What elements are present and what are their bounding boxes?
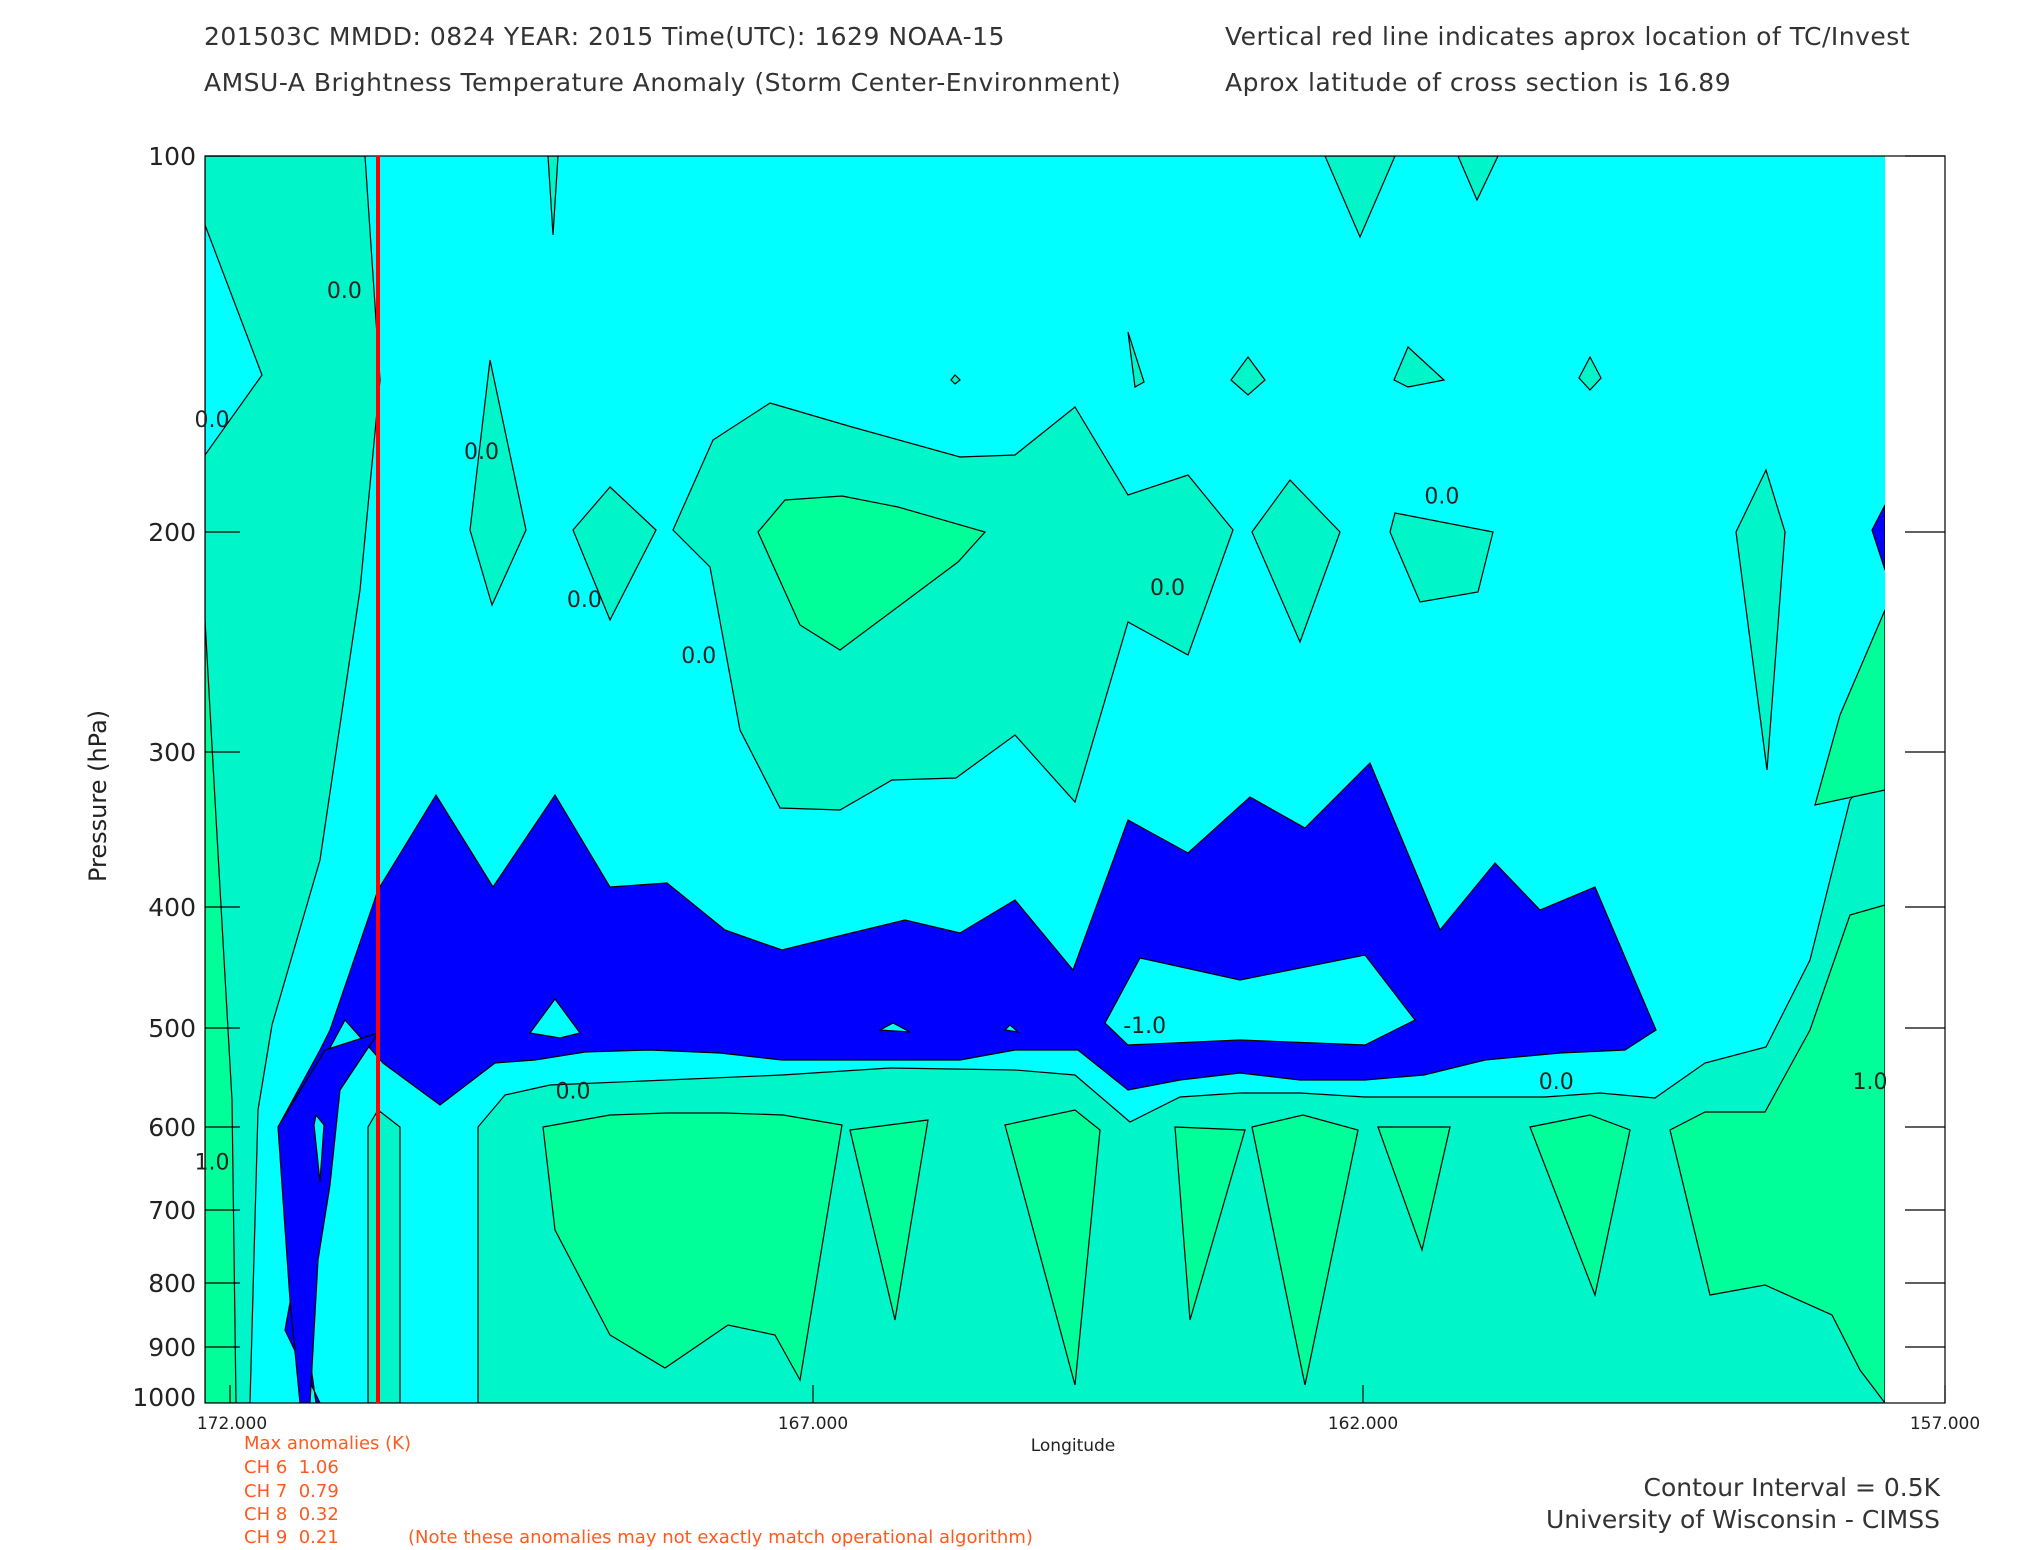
fill-blob-i — [1251, 479, 1341, 644]
contour-label: 0.0 — [327, 279, 362, 304]
fill-blob-g — [1578, 355, 1602, 391]
anomaly-value: 1.06 — [298, 1457, 339, 1478]
plot-frame — [204, 155, 1946, 1404]
anomalies-title: Max anomalies (K) — [244, 1433, 411, 1454]
contour-fills — [205, 156, 1885, 1403]
contour-label: 1.0 — [1853, 1070, 1888, 1095]
x-axis-title: Longitude — [1030, 1436, 1116, 1456]
contour-interval-label: Contour Interval = 0.5K — [1643, 1473, 1941, 1502]
y-tick-label: 900 — [148, 1333, 196, 1362]
contour-label: 0.0 — [464, 440, 499, 465]
contour-label: -1.0 — [1123, 1014, 1166, 1039]
anomaly-channel: CH 8 — [244, 1504, 288, 1525]
x-tick-label: 162.000 — [1327, 1414, 1399, 1434]
contour-label: 0.0 — [567, 588, 602, 613]
contour-label: 1.0 — [195, 1151, 230, 1176]
fill-lower-half-g — [1529, 1114, 1631, 1298]
fill-blob-f — [1393, 345, 1446, 388]
fill-lower-half-h — [1669, 904, 1885, 1403]
fill-lower-half-e — [1251, 1114, 1359, 1386]
fill-right-edge-band — [1814, 609, 1885, 806]
fill-blob-right-spike — [1735, 468, 1786, 771]
fill-top-left-cyan — [205, 224, 263, 457]
anomaly-row: CH 9 0.21 — [244, 1527, 339, 1548]
fill-blob-b — [572, 486, 657, 622]
anomaly-row: CH 7 0.79 — [244, 1481, 339, 1502]
x-tick-label: 167.000 — [777, 1414, 849, 1434]
contour-labels: 0.0 0.0 0.0 0.0 0.0 0.0 0.0 -1.0 0.0 0.0 1.0 1.0 — [195, 279, 1888, 1176]
fill-left-sliver — [367, 1109, 401, 1403]
plot-empty-right — [1885, 156, 1945, 1403]
y-ticks — [205, 155, 1945, 1348]
fill-blob-c — [950, 374, 961, 385]
fill-lower-half-a — [542, 1112, 843, 1382]
fill-lower-half-d — [1174, 1126, 1246, 1321]
contour-label: 0.0 — [681, 644, 716, 669]
anomaly-row: CH 6 1.06 — [244, 1457, 339, 1478]
y-tick-label: 400 — [148, 893, 196, 922]
fill-right-edge-blue — [1871, 504, 1885, 571]
fill-lower-half-c — [1004, 1109, 1101, 1386]
fill-lower-half-f — [1377, 1126, 1451, 1253]
fill-negative-band — [277, 761, 1657, 1403]
x-ticks — [229, 1385, 1946, 1403]
header-red-line-note: Vertical red line indicates aprox locati… — [1225, 22, 1911, 51]
fill-central-half — [757, 495, 987, 651]
fill-negative-left-descent — [277, 1031, 380, 1403]
fill-neg-left-hole — [313, 1113, 325, 1183]
fill-lower-zero — [477, 759, 1885, 1403]
y-tick-label: 1000 — [132, 1383, 196, 1412]
y-tick-label: 600 — [148, 1113, 196, 1142]
fill-blob-a — [469, 359, 527, 607]
y-axis-title: Pressure (hPa) — [84, 709, 112, 882]
anomaly-channel: CH 7 — [244, 1481, 288, 1502]
fill-top-right-a — [1324, 156, 1396, 239]
fill-neg-hole-c — [1003, 1024, 1020, 1033]
header-latitude-note: Aprox latitude of cross section is 16.89 — [1225, 68, 1732, 97]
credit-label: University of Wisconsin - CIMSS — [1546, 1505, 1940, 1534]
fill-blob-e — [1230, 355, 1266, 396]
anomaly-value: 0.21 — [298, 1527, 339, 1548]
contour-label: 0.0 — [1539, 1070, 1574, 1095]
anomaly-channel: CH 9 — [244, 1527, 288, 1548]
anomaly-value: 0.79 — [298, 1481, 339, 1502]
fill-top-right-b — [1457, 156, 1499, 202]
anomaly-row: CH 8 0.32 — [244, 1504, 339, 1525]
fill-upper-spike — [547, 156, 559, 236]
fill-neg-hole-a — [528, 997, 582, 1039]
x-tick-label: 157.000 — [1909, 1414, 1981, 1434]
contour-label: 0.0 — [1150, 576, 1185, 601]
x-tick-label: 172.000 — [196, 1414, 268, 1434]
y-tick-label: 700 — [148, 1196, 196, 1225]
anomaly-value: 0.32 — [298, 1504, 339, 1525]
fill-left-inner — [205, 619, 237, 1403]
fill-blob-d — [1127, 331, 1145, 388]
fill-neg-hole-b — [877, 1022, 911, 1033]
fill-lower-half-b — [849, 1119, 929, 1321]
contour-label: 0.0 — [556, 1080, 591, 1105]
contour-label: 0.0 — [195, 408, 230, 433]
y-tick-label: 200 — [148, 518, 196, 547]
anomaly-channel: CH 6 — [244, 1457, 288, 1478]
fill-blob-j — [1389, 512, 1494, 603]
anomalies-note: (Note these anomalies may not exactly ma… — [408, 1527, 1033, 1548]
header-run-info: 201503C MMDD: 0824 YEAR: 2015 Time(UTC):… — [204, 22, 1005, 51]
y-tick-label: 100 — [148, 142, 196, 171]
contour-label: 0.0 — [1424, 485, 1459, 510]
y-tick-label: 500 — [148, 1014, 196, 1043]
y-tick-label: 300 — [148, 738, 196, 767]
fill-left-edge — [205, 156, 381, 1403]
y-tick-label: 800 — [148, 1269, 196, 1298]
fill-neg-hole-d — [1104, 954, 1416, 1046]
header-product-title: AMSU-A Brightness Temperature Anomaly (S… — [204, 68, 1122, 97]
